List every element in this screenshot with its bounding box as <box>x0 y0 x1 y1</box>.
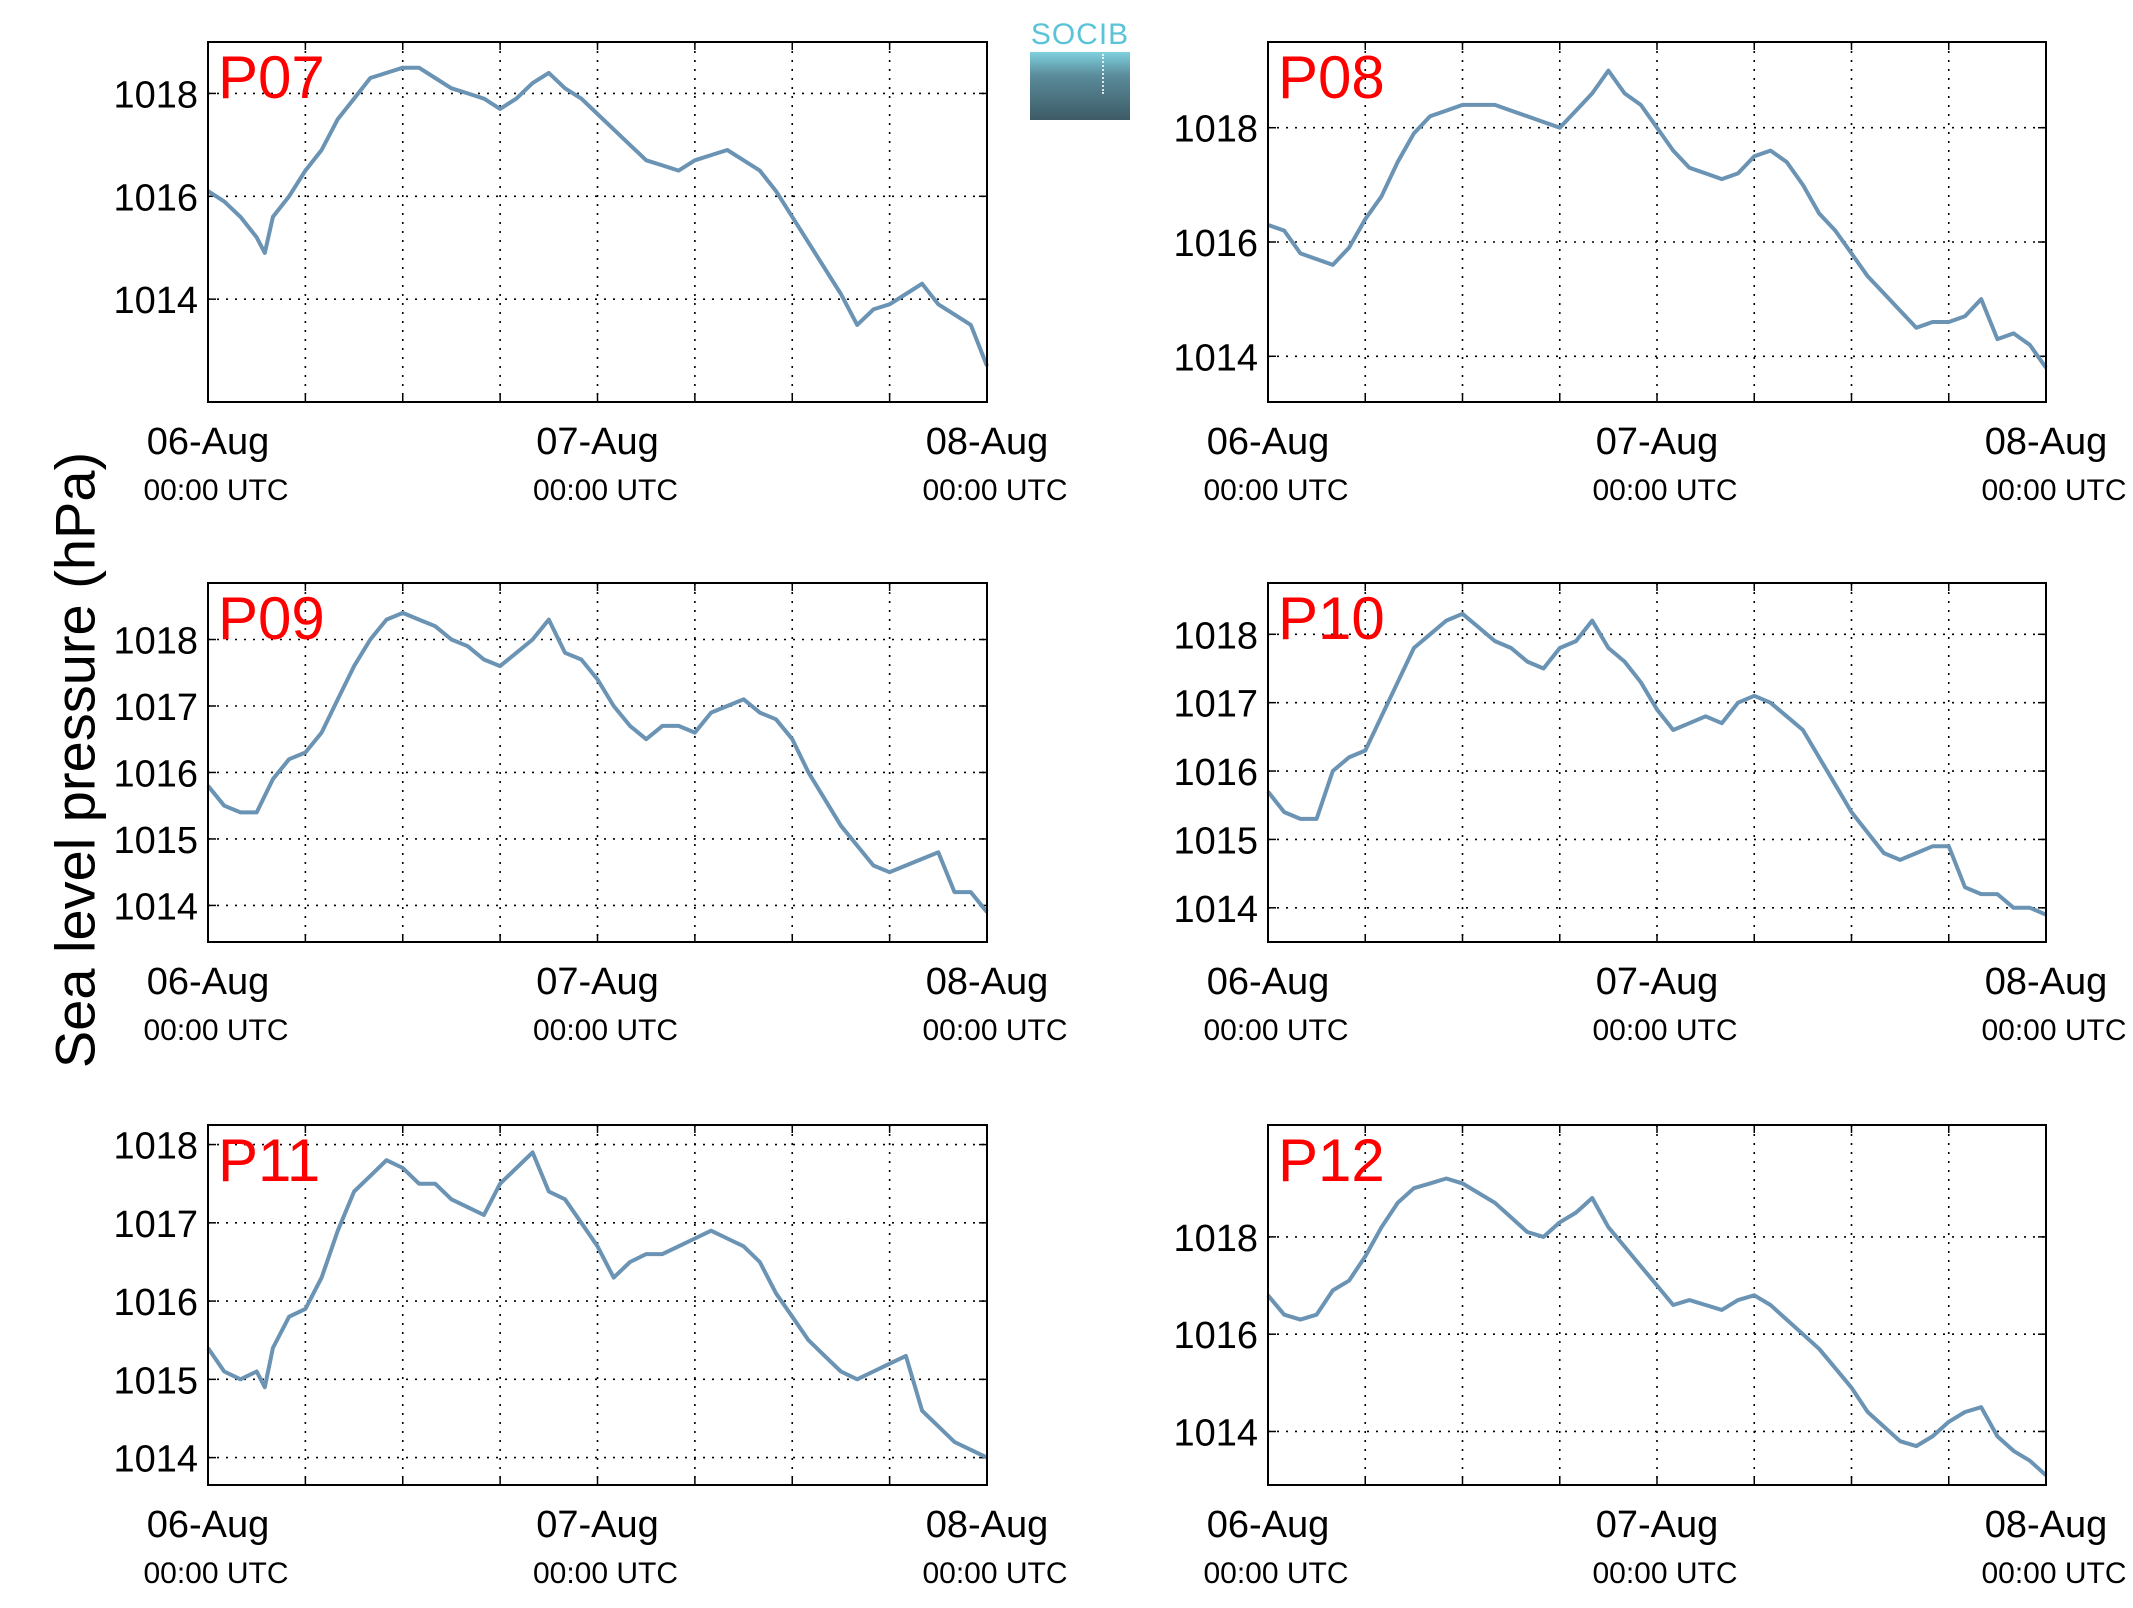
x-tick-sublabel: 00:00 UTC <box>1592 1014 1737 1047</box>
series-line-p07 <box>206 65 989 367</box>
x-tick-label: 08-Aug <box>926 421 1049 463</box>
x-tick-sublabel: 00:00 UTC <box>533 1557 678 1590</box>
y-tick-label: 1014 <box>113 1439 198 1481</box>
y-tick-label: 1014 <box>113 886 198 928</box>
x-tick-sublabel: 00:00 UTC <box>1981 1014 2126 1047</box>
x-tick-label: 06-Aug <box>1207 421 1330 463</box>
y-tick-label: 1014 <box>113 280 198 322</box>
panel-title: P10 <box>1278 585 1385 652</box>
y-tick-label: 1017 <box>113 1204 198 1246</box>
y-tick-label: 1018 <box>1173 615 1258 657</box>
logo-text: SOCIB <box>1030 18 1130 51</box>
y-tick-label: 1016 <box>1173 752 1258 794</box>
x-tick-label: 07-Aug <box>1596 1504 1719 1546</box>
plot-frame <box>1267 41 2047 403</box>
panel-title: P11 <box>218 1127 320 1194</box>
y-tick-label: 1015 <box>113 1360 198 1402</box>
x-tick-label: 08-Aug <box>1985 1504 2108 1546</box>
x-tick-label: 07-Aug <box>1596 421 1719 463</box>
x-tick-sublabel: 00:00 UTC <box>1981 1557 2126 1590</box>
x-tick-label: 08-Aug <box>1985 961 2108 1003</box>
y-tick-label: 1017 <box>113 687 198 729</box>
y-tick-label: 1014 <box>1173 337 1258 379</box>
logo-graphic <box>1030 52 1130 120</box>
plot-frame <box>207 582 988 943</box>
series-line-p09 <box>206 610 989 914</box>
x-tick-label: 06-Aug <box>1207 1504 1330 1546</box>
x-tick-sublabel: 00:00 UTC <box>1592 1557 1737 1590</box>
y-tick-label: 1014 <box>1173 889 1258 931</box>
panel-title: P12 <box>1278 1127 1385 1194</box>
y-tick-label: 1016 <box>113 753 198 795</box>
chart-panel-p09: P09 1014 1015 1016 1017 1018 06-Aug 00:00 UTC 07… <box>113 582 1068 1047</box>
series-line-p12 <box>1266 1176 2048 1477</box>
series-line-p10 <box>1266 611 2047 917</box>
plot-frame <box>1267 582 2047 943</box>
x-tick-sublabel: 00:00 UTC <box>1981 474 2126 507</box>
plot-frame <box>1267 1124 2047 1486</box>
chart-panel-p11: P11 1014 1015 1016 1017 1018 06-Aug 00:00 UTC 07… <box>113 1124 1068 1590</box>
panel-title: P07 <box>218 44 325 111</box>
chart-panel-p07: P07 1014 1016 1018 06-Aug 00:00 UTC 07-Aug 00:0… <box>113 41 1068 507</box>
x-tick-label: 06-Aug <box>1207 961 1330 1003</box>
y-tick-label: 1016 <box>1173 1315 1258 1357</box>
x-tick-label: 07-Aug <box>1596 961 1719 1003</box>
x-tick-label: 08-Aug <box>926 1504 1049 1546</box>
y-tick-label: 1018 <box>113 1126 198 1168</box>
x-tick-label: 08-Aug <box>926 961 1049 1003</box>
x-tick-sublabel: 00:00 UTC <box>1592 474 1737 507</box>
chart-panel-p10: P10 1014 1015 1016 1017 1018 06-Aug 00:00 UTC 07… <box>1173 582 2127 1047</box>
plot-frame <box>207 1124 988 1486</box>
y-tick-label: 1015 <box>113 820 198 862</box>
y-tick-label: 1017 <box>1173 684 1258 726</box>
x-tick-label: 07-Aug <box>536 1504 659 1546</box>
y-tick-label: 1015 <box>1173 820 1258 862</box>
x-tick-label: 06-Aug <box>147 1504 270 1546</box>
x-tick-sublabel: 00:00 UTC <box>143 474 288 507</box>
y-tick-label: 1018 <box>113 74 198 116</box>
x-tick-label: 06-Aug <box>147 961 270 1003</box>
y-tick-label: 1014 <box>1173 1412 1258 1454</box>
y-tick-label: 1016 <box>113 177 198 219</box>
panel-title: P08 <box>1278 44 1385 111</box>
x-tick-sublabel: 00:00 UTC <box>143 1014 288 1047</box>
x-tick-sublabel: 00:00 UTC <box>1203 1557 1348 1590</box>
chart-panel-p12: P12 1014 1016 1018 06-Aug 00:00 UTC 07-Aug 00:0… <box>1173 1124 2127 1590</box>
x-tick-sublabel: 00:00 UTC <box>1203 1014 1348 1047</box>
y-tick-label: 1018 <box>1173 109 1258 151</box>
panel-title: P09 <box>218 585 325 652</box>
x-tick-sublabel: 00:00 UTC <box>922 1557 1067 1590</box>
x-tick-sublabel: 00:00 UTC <box>533 474 678 507</box>
y-tick-label: 1016 <box>113 1282 198 1324</box>
chart-panel-p08: P08 1014 1016 1018 06-Aug 00:00 UTC 07-Aug 00:0… <box>1173 41 2127 507</box>
series-line-p08 <box>1267 68 2048 369</box>
x-tick-sublabel: 00:00 UTC <box>143 1557 288 1590</box>
x-tick-label: 08-Aug <box>1985 421 2108 463</box>
x-tick-label: 07-Aug <box>536 421 659 463</box>
x-tick-label: 07-Aug <box>536 961 659 1003</box>
socib-logo: SOCIB <box>1030 18 1130 120</box>
logo-dotted-line <box>1102 54 1104 94</box>
x-tick-sublabel: 00:00 UTC <box>1203 474 1348 507</box>
plot-frame <box>207 41 988 403</box>
y-tick-label: 1018 <box>113 621 198 663</box>
x-tick-label: 06-Aug <box>147 421 270 463</box>
x-tick-sublabel: 00:00 UTC <box>922 474 1067 507</box>
y-tick-label: 1018 <box>1173 1218 1258 1260</box>
x-tick-sublabel: 00:00 UTC <box>922 1014 1067 1047</box>
x-tick-sublabel: 00:00 UTC <box>533 1014 678 1047</box>
y-tick-label: 1016 <box>1173 223 1258 265</box>
series-line-p11 <box>206 1150 988 1460</box>
